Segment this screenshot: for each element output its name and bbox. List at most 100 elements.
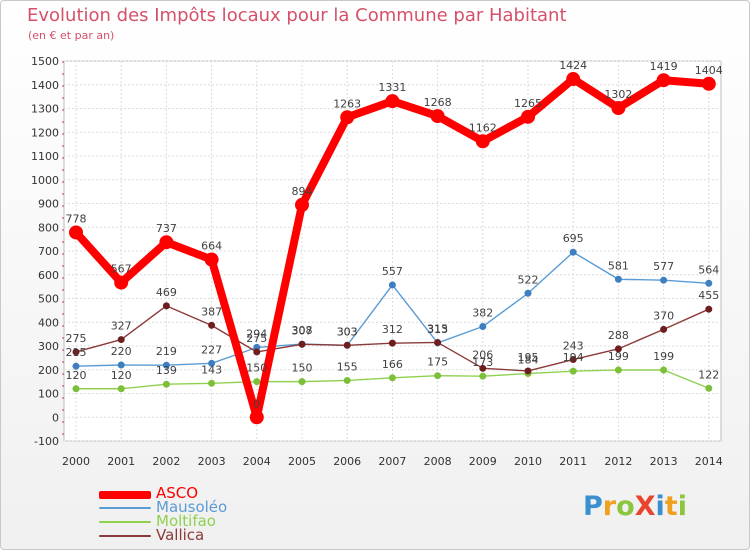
logo-letter: o (616, 491, 635, 522)
logo-letter: t (664, 491, 678, 522)
data-point-vallica (524, 367, 532, 375)
data-label-moltifao: 150 (292, 362, 313, 375)
data-label-asco: 778 (66, 212, 87, 225)
data-label-asco: 1265 (514, 97, 542, 110)
data-point-moltifao (253, 378, 261, 386)
data-point-asco (611, 101, 626, 116)
y-tick-label: 1300 (31, 103, 59, 116)
data-label-asco: 0 (253, 397, 260, 410)
x-tick-label: 2004 (243, 455, 271, 468)
data-point-mausolo (479, 323, 487, 331)
data-label-asco: 1268 (424, 96, 452, 109)
data-label-vallica: 455 (698, 289, 719, 302)
data-point-vallica (117, 336, 125, 344)
data-label-asco: 567 (111, 263, 132, 276)
data-point-moltifao (660, 366, 668, 374)
x-tick-label: 2008 (424, 455, 452, 468)
data-point-asco (656, 73, 671, 88)
data-label-asco: 1263 (333, 97, 361, 110)
data-label-mausolo: 219 (156, 345, 177, 358)
data-point-asco (69, 225, 83, 240)
data-point-moltifao (208, 379, 216, 387)
data-label-asco: 664 (201, 240, 222, 253)
data-point-moltifao (343, 376, 351, 384)
data-point-mausolo (388, 281, 396, 289)
data-label-mausolo: 581 (608, 259, 629, 272)
logo-letter: i (655, 491, 665, 522)
legend-swatch-asco (99, 491, 151, 499)
data-label-mausolo: 382 (472, 307, 493, 320)
data-point-vallica (343, 341, 351, 349)
data-point-asco (566, 72, 581, 87)
data-point-vallica (208, 321, 216, 329)
y-tick-label: 500 (38, 293, 59, 306)
data-label-mausolo: 308 (292, 324, 313, 337)
data-point-asco (475, 134, 490, 149)
data-point-asco (295, 197, 309, 212)
data-label-mausolo: 303 (337, 325, 358, 338)
y-tick-label: 1000 (31, 174, 59, 187)
data-label-moltifao: 122 (698, 368, 719, 381)
data-point-asco (430, 109, 445, 124)
y-tick-label: 1400 (31, 79, 59, 92)
data-label-moltifao: 155 (337, 360, 358, 373)
x-tick-label: 2001 (107, 455, 135, 468)
data-label-moltifao: 199 (608, 350, 629, 363)
data-point-asco (249, 410, 264, 425)
y-tick-label: 700 (38, 245, 59, 258)
data-label-asco: 1419 (650, 60, 678, 73)
logo-letter: r (602, 491, 617, 522)
data-label-mausolo: 294 (246, 327, 267, 340)
data-point-moltifao (569, 367, 577, 375)
data-label-mausolo: 557 (382, 265, 403, 278)
data-point-mausolo (569, 248, 577, 256)
data-point-asco (385, 94, 400, 109)
data-label-mausolo: 522 (518, 273, 539, 286)
y-tick-label: 1200 (31, 126, 59, 139)
y-tick-label: 600 (38, 269, 59, 282)
data-label-vallica: 307 (292, 324, 313, 337)
x-tick-label: 2006 (333, 455, 361, 468)
data-label-vallica: 303 (337, 325, 358, 338)
data-point-moltifao (388, 374, 396, 382)
data-label-moltifao: 120 (66, 369, 87, 382)
data-label-asco: 1424 (559, 59, 587, 72)
data-point-mausolo (72, 362, 80, 370)
y-tick-label: -100 (34, 435, 59, 448)
data-label-moltifao: 143 (201, 363, 222, 376)
data-label-moltifao: 184 (518, 354, 539, 367)
y-tick-label: 400 (38, 316, 59, 329)
data-label-moltifao: 194 (563, 351, 584, 364)
data-label-vallica: 327 (111, 320, 132, 333)
data-label-moltifao: 150 (246, 362, 267, 375)
x-tick-label: 2003 (198, 455, 226, 468)
legend-swatch-mausoleo (99, 507, 151, 509)
data-point-mausolo (208, 359, 216, 367)
y-tick-label: 800 (38, 221, 59, 234)
data-label-vallica: 275 (66, 332, 87, 345)
data-label-vallica: 195 (518, 351, 539, 364)
data-label-mausolo: 564 (698, 263, 719, 276)
logo-letter: P (583, 491, 603, 522)
data-label-moltifao: 139 (156, 364, 177, 377)
data-point-vallica (705, 305, 713, 313)
data-label-vallica: 312 (382, 323, 403, 336)
data-label-mausolo: 220 (111, 345, 132, 358)
data-point-vallica (72, 348, 80, 356)
data-point-asco (159, 235, 174, 250)
data-point-vallica (253, 348, 261, 356)
data-point-vallica (434, 338, 442, 346)
data-point-mausolo (705, 279, 713, 287)
data-point-vallica (614, 345, 622, 353)
data-point-vallica (162, 302, 170, 310)
data-label-moltifao: 199 (653, 350, 674, 363)
data-label-moltifao: 166 (382, 358, 403, 371)
y-tick-label: 0 (52, 411, 59, 424)
data-label-moltifao: 175 (427, 356, 448, 369)
data-label-vallica: 315 (427, 322, 448, 335)
data-label-vallica: 387 (201, 305, 222, 318)
data-label-vallica: 288 (608, 329, 629, 342)
data-label-asco: 1404 (695, 64, 723, 77)
data-point-mausolo (117, 361, 125, 369)
